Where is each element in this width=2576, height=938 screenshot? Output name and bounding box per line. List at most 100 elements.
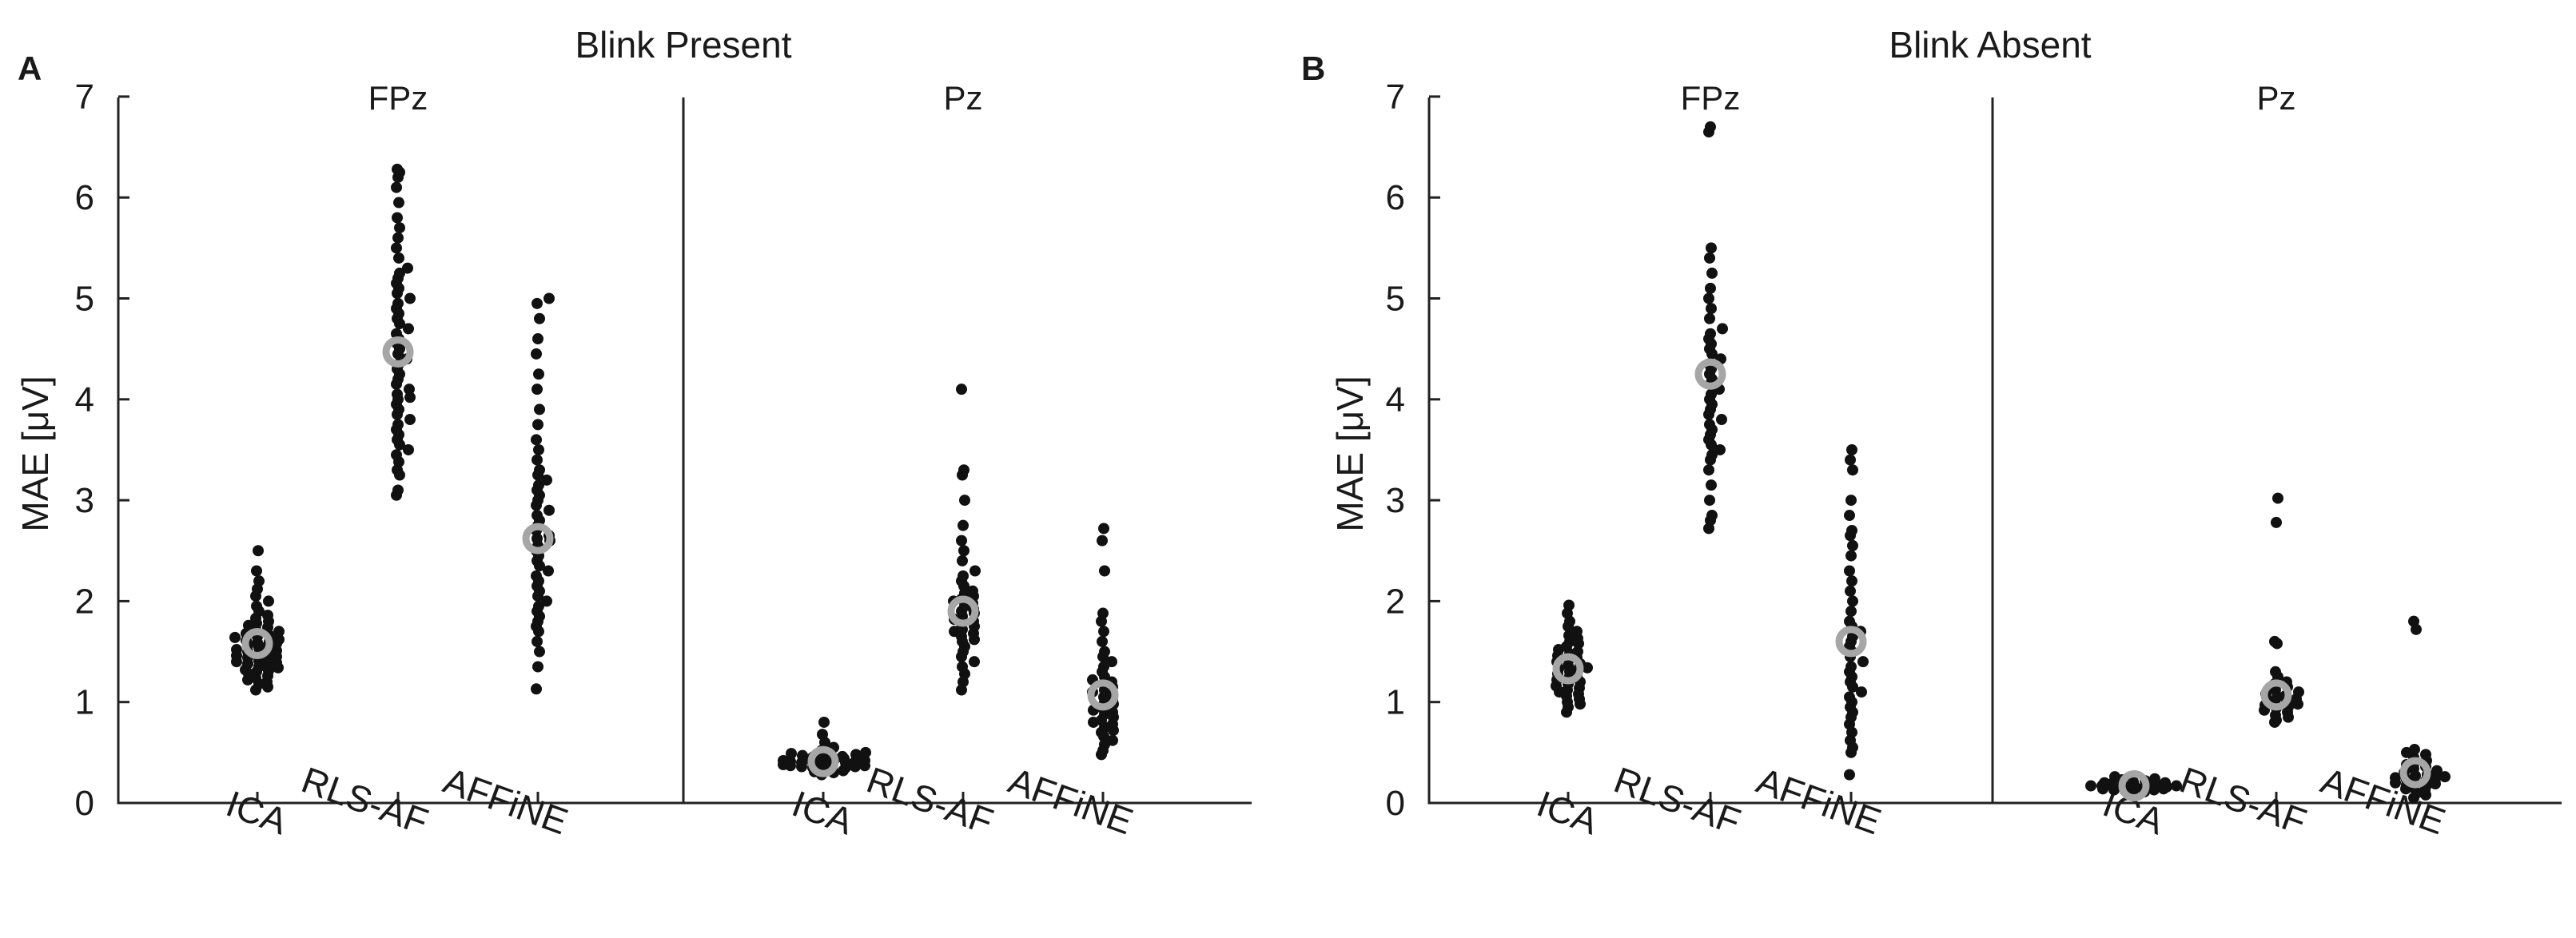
y-tick-label: 1: [1386, 683, 1405, 722]
data-point: [817, 729, 828, 741]
data-point: [391, 449, 402, 461]
data-point: [1844, 510, 1855, 522]
data-point: [1717, 323, 1728, 335]
data-point: [392, 484, 404, 496]
data-point: [1563, 599, 1575, 611]
x-tick-label-affine: AFFiNE: [1003, 759, 1138, 842]
data-point: [404, 384, 415, 395]
x-tick-label-rls-af: RLS-AF: [862, 759, 999, 843]
data-point: [958, 545, 969, 557]
data-point: [532, 635, 543, 647]
data-point: [786, 748, 797, 760]
data-point: [1844, 615, 1855, 627]
data-point: [1714, 443, 1726, 455]
data-point: [1706, 242, 1717, 254]
data-point: [1571, 626, 1583, 638]
data-point: [797, 749, 808, 761]
data-point: [394, 267, 405, 279]
y-tick-label: 6: [1386, 178, 1405, 217]
data-point: [2390, 772, 2401, 784]
data-point: [533, 600, 544, 612]
data-point: [1845, 454, 1856, 466]
mean-marker: [382, 336, 414, 368]
data-point: [403, 323, 414, 335]
data-point: [532, 384, 543, 395]
data-point: [1847, 539, 1858, 551]
data-point: [532, 661, 543, 673]
x-tick-label-rls-af: RLS-AF: [2175, 759, 2312, 843]
data-point: [2160, 777, 2171, 789]
data-point: [531, 570, 542, 582]
data-point: [1706, 479, 1717, 491]
data-point: [1106, 656, 1117, 668]
data-point: [1705, 328, 1716, 340]
data-point: [1846, 443, 1857, 455]
data-point: [394, 222, 405, 234]
y-tick-label: 0: [1386, 784, 1405, 823]
data-point: [1845, 495, 1857, 507]
y-tick-label: 3: [1386, 481, 1405, 520]
data-point: [1844, 691, 1855, 703]
data-point: [253, 575, 265, 587]
data-point: [263, 595, 274, 607]
data-point: [1705, 121, 1716, 133]
data-point: [532, 454, 543, 466]
data-point: [251, 565, 262, 577]
axes-frame-b: [1427, 97, 2562, 805]
data-point: [392, 163, 403, 175]
data-point: [1845, 585, 1856, 597]
data-point: [1704, 252, 1715, 264]
data-point: [1704, 495, 1715, 507]
data-point: [1706, 388, 1717, 400]
data-point: [262, 610, 273, 622]
subplot-title-a-fpz: FPz: [368, 79, 428, 117]
mean-marker: [1694, 358, 1726, 390]
data-point: [534, 312, 545, 324]
data-point: [532, 333, 543, 345]
data-point: [2171, 780, 2182, 792]
data-point: [969, 656, 980, 668]
data-point: [850, 749, 862, 761]
data-point: [956, 535, 967, 547]
data-point: [2269, 635, 2280, 647]
data-point: [543, 565, 554, 577]
data-point: [2431, 765, 2443, 777]
y-tick-label: 6: [75, 178, 94, 217]
data-point: [957, 554, 968, 566]
mean-marker: [2118, 770, 2150, 802]
data-point: [2272, 492, 2283, 504]
panel-letter-a: A: [18, 50, 42, 87]
y-tick-label: 0: [75, 784, 94, 823]
data-point: [273, 626, 285, 638]
x-tick-label-rls-af: RLS-AF: [1609, 759, 1746, 843]
y-tick-label: 2: [1386, 582, 1405, 621]
panel-letter-b: B: [1301, 50, 1325, 87]
figure-title-blink-absent: Blink Absent: [1889, 24, 2091, 66]
data-point: [778, 754, 789, 766]
data-point: [393, 252, 404, 264]
data-point: [1716, 414, 1727, 426]
data-point: [1857, 656, 1869, 668]
y-tick-label: 5: [75, 280, 94, 319]
x-tick-label-ica: ICA: [1532, 782, 1604, 842]
data-point: [958, 464, 969, 476]
data-point: [392, 212, 403, 224]
data-point: [958, 519, 969, 531]
data-point: [2149, 773, 2160, 785]
y-tick-label: 3: [75, 481, 94, 520]
y-tick-label: 4: [1386, 380, 1405, 419]
data-point: [967, 585, 978, 597]
data-point: [391, 242, 402, 254]
subplot-title-b-fpz: FPz: [1681, 79, 1741, 117]
y-tick-label: 4: [75, 380, 94, 419]
data-point: [2085, 780, 2096, 792]
data-point: [392, 232, 404, 244]
data-point: [860, 746, 871, 758]
data-point: [541, 474, 552, 486]
data-point: [1098, 626, 1109, 638]
data-point: [533, 443, 544, 455]
axes-frame-a: [117, 97, 1252, 805]
mean-marker: [947, 595, 979, 627]
data-point: [531, 348, 542, 360]
